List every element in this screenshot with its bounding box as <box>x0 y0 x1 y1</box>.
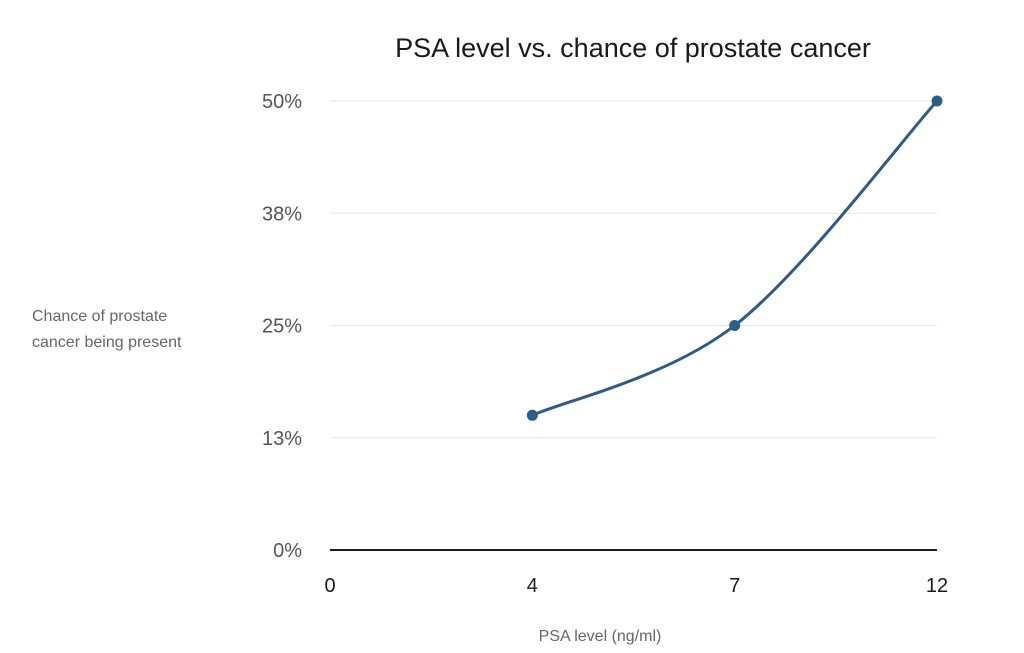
gridlines <box>330 100 937 439</box>
data-point <box>931 95 943 107</box>
y-axis-label-line-1: Chance of prostate <box>32 308 167 325</box>
y-tick-label: 0% <box>273 540 302 562</box>
x-tick-label: 12 <box>926 575 948 597</box>
data-point <box>526 409 538 421</box>
chart-title: PSA level vs. chance of prostate cancer <box>395 33 871 63</box>
x-tick-label: 4 <box>527 575 538 597</box>
series-line <box>531 99 939 417</box>
y-tick-label: 13% <box>262 428 302 450</box>
y-axis-label-line-2: cancer being present <box>32 334 182 351</box>
x-axis-label: PSA level (ng/ml) <box>539 628 662 645</box>
y-tick-label: 25% <box>262 316 302 338</box>
x-tick-labels: 0 4 7 12 <box>324 575 948 597</box>
series <box>526 95 943 421</box>
x-tick-label: 0 <box>324 575 335 597</box>
y-tick-labels: 0% 13% 25% 38% 50% <box>262 91 302 562</box>
y-tick-label: 38% <box>262 203 302 225</box>
data-point <box>729 320 741 331</box>
x-tick-label: 7 <box>729 575 740 597</box>
y-axis-label: Chance of prostate cancer being present <box>32 308 182 351</box>
y-tick-label: 50% <box>262 91 302 113</box>
